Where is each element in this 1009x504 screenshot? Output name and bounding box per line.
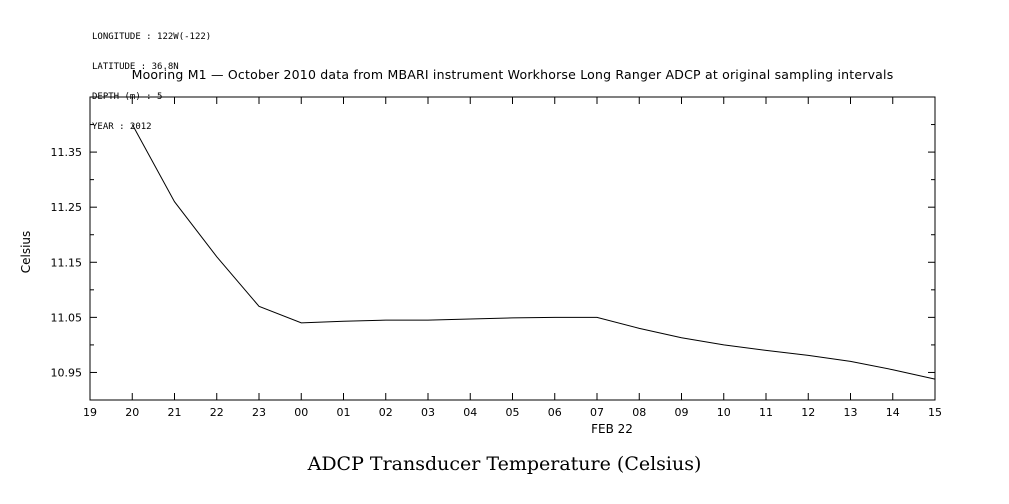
temperature-line	[131, 124, 936, 380]
plot-frame	[89, 96, 936, 401]
x-tick-label: 12	[801, 406, 815, 419]
x-tick-label: 03	[421, 406, 435, 419]
x-tick-label: 11	[759, 406, 773, 419]
x-tick-label: 07	[590, 406, 604, 419]
x-tick-label: 06	[548, 406, 562, 419]
x-tick-label: 19	[83, 406, 97, 419]
x-tick-label: 23	[252, 406, 266, 419]
x-tick-label: 13	[844, 406, 858, 419]
x-tick-label: 22	[210, 406, 224, 419]
metadata-year: YEAR : 2012	[92, 122, 152, 132]
y-axis-label: Celsius	[19, 231, 33, 274]
x-tick-label: 09	[675, 406, 689, 419]
y-tick-label: 11.15	[51, 256, 83, 269]
x-tick-label: 01	[337, 406, 351, 419]
x-tick-label: 05	[506, 406, 520, 419]
x-tick-label: 10	[717, 406, 731, 419]
x-tick-label: 02	[379, 406, 393, 419]
metadata-latitude: LATITUDE : 36.8N	[92, 62, 179, 72]
x-tick-label: 21	[168, 406, 182, 419]
x-tick-label: 20	[125, 406, 139, 419]
y-tick-label: 10.95	[51, 366, 83, 379]
figure-caption: ADCP Transducer Temperature (Celsius)	[307, 453, 702, 475]
x-tick-label: 04	[463, 406, 477, 419]
x-tick-label: 15	[928, 406, 942, 419]
y-tick-label: 11.05	[51, 311, 83, 324]
x-tick-label: 14	[886, 406, 900, 419]
y-tick-label: 11.35	[51, 146, 83, 159]
chart-title: Mooring M1 — October 2010 data from MBAR…	[131, 67, 894, 82]
x-tick-label: 08	[632, 406, 646, 419]
y-tick-label: 11.25	[51, 201, 83, 214]
x-axis-label: FEB 22	[591, 422, 633, 436]
metadata-longitude: LONGITUDE : 122W(-122)	[92, 32, 212, 42]
x-tick-label: 00	[294, 406, 308, 419]
